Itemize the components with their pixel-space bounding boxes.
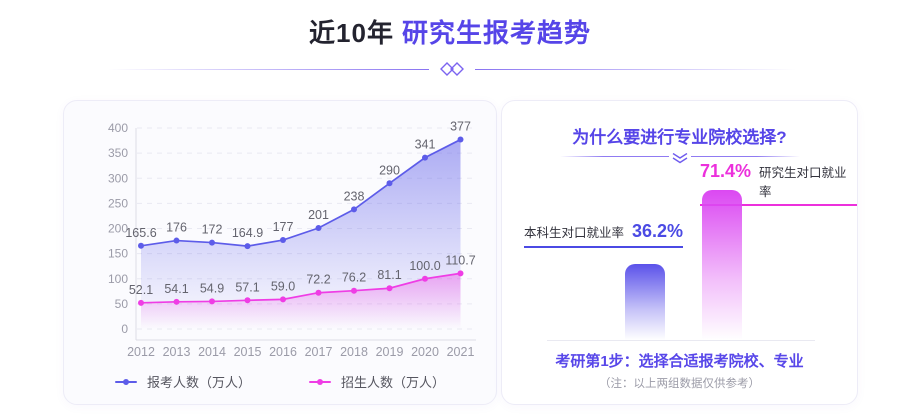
svg-text:2018: 2018 [340, 345, 368, 359]
bar-graduate-employment [702, 190, 742, 340]
svg-text:150: 150 [108, 247, 128, 261]
svg-text:238: 238 [344, 189, 365, 203]
reason-footer: 考研第1步：选择合适报考院校、专业 [555, 353, 804, 370]
svg-text:57.1: 57.1 [235, 280, 259, 294]
svg-text:290: 290 [379, 163, 400, 177]
svg-text:400: 400 [108, 121, 128, 135]
divider-line-right [475, 68, 796, 70]
divider-line-left [108, 68, 429, 70]
bachelor-rate-value: 36.2% [632, 221, 684, 241]
double-diamond-icon [438, 61, 466, 77]
graduate-rate-value: 71.4% [700, 161, 752, 181]
page-title-highlight: 研究生报考趋势 [401, 18, 591, 48]
svg-text:59.0: 59.0 [271, 279, 295, 293]
bars-baseline [547, 340, 815, 341]
svg-text:341: 341 [415, 138, 436, 152]
reason-note: （注：以上两组数据仅供参考） [599, 378, 760, 390]
svg-text:2012: 2012 [127, 345, 155, 359]
graduate-rate-label: 研究生对口就业率 [759, 166, 847, 199]
svg-text:201: 201 [308, 208, 329, 222]
svg-text:250: 250 [108, 196, 128, 210]
svg-text:52.1: 52.1 [129, 283, 153, 297]
legend-marker-applicants-icon [114, 378, 137, 385]
svg-text:350: 350 [108, 146, 128, 160]
trend-chart-card: 0 50 100 150 200 250 300 350 400 2012 2013 2014 2015… [63, 100, 497, 405]
legend-item-applicants[interactable]: 报考人数（万人） [114, 372, 251, 391]
chart-legend: 报考人数（万人） 招生人数（万人） [64, 372, 496, 391]
svg-text:0: 0 [121, 322, 128, 336]
svg-text:81.1: 81.1 [377, 268, 401, 282]
svg-text:54.9: 54.9 [200, 281, 224, 295]
legend-item-enrollment[interactable]: 招生人数（万人） [309, 372, 445, 391]
reason-title-ornament [559, 152, 800, 166]
svg-text:164.9: 164.9 [232, 226, 263, 240]
svg-text:2019: 2019 [376, 345, 404, 359]
svg-text:176: 176 [166, 221, 187, 235]
svg-text:2021: 2021 [447, 345, 475, 359]
svg-text:76.2: 76.2 [342, 271, 366, 285]
svg-text:172: 172 [202, 223, 223, 237]
svg-text:54.1: 54.1 [164, 282, 188, 296]
svg-text:2013: 2013 [163, 345, 191, 359]
graduate-rate-label-group: 71.4% 研究生对口就业率 [700, 161, 857, 206]
svg-text:2016: 2016 [269, 345, 297, 359]
svg-text:377: 377 [450, 120, 471, 134]
legend-label-enrollment: 招生人数（万人） [341, 375, 446, 390]
svg-text:2020: 2020 [411, 345, 439, 359]
bachelor-rate-label: 本科生对口就业率 [524, 226, 625, 240]
svg-text:177: 177 [273, 220, 294, 234]
reason-card: 为什么要进行专业院校选择? 71.4% 研究生对口就业率 本科生对口就业率 36… [501, 100, 858, 405]
svg-text:200: 200 [108, 222, 128, 236]
page-title: 近10年 研究生报考趋势 [0, 13, 900, 50]
double-chevron-down-icon [668, 152, 691, 164]
svg-text:72.2: 72.2 [306, 273, 330, 287]
legend-marker-enrollment-icon [309, 378, 331, 385]
svg-text:2014: 2014 [198, 345, 226, 359]
page-title-prefix: 近10年 [309, 18, 394, 48]
reason-title: 为什么要进行专业院校选择? [572, 128, 787, 147]
svg-text:50: 50 [115, 297, 129, 311]
bar-bachelor-employment [625, 264, 665, 340]
svg-text:2015: 2015 [234, 345, 262, 359]
legend-label-applicants: 报考人数（万人） [146, 375, 251, 390]
svg-text:165.6: 165.6 [125, 226, 156, 240]
svg-text:100.0: 100.0 [409, 259, 440, 273]
svg-text:2017: 2017 [305, 345, 333, 359]
svg-text:110.7: 110.7 [445, 253, 475, 267]
svg-text:300: 300 [108, 171, 128, 185]
bachelor-rate-label-group: 本科生对口就业率 36.2% [524, 221, 684, 248]
svg-text:100: 100 [108, 272, 128, 286]
title-divider [108, 61, 796, 77]
